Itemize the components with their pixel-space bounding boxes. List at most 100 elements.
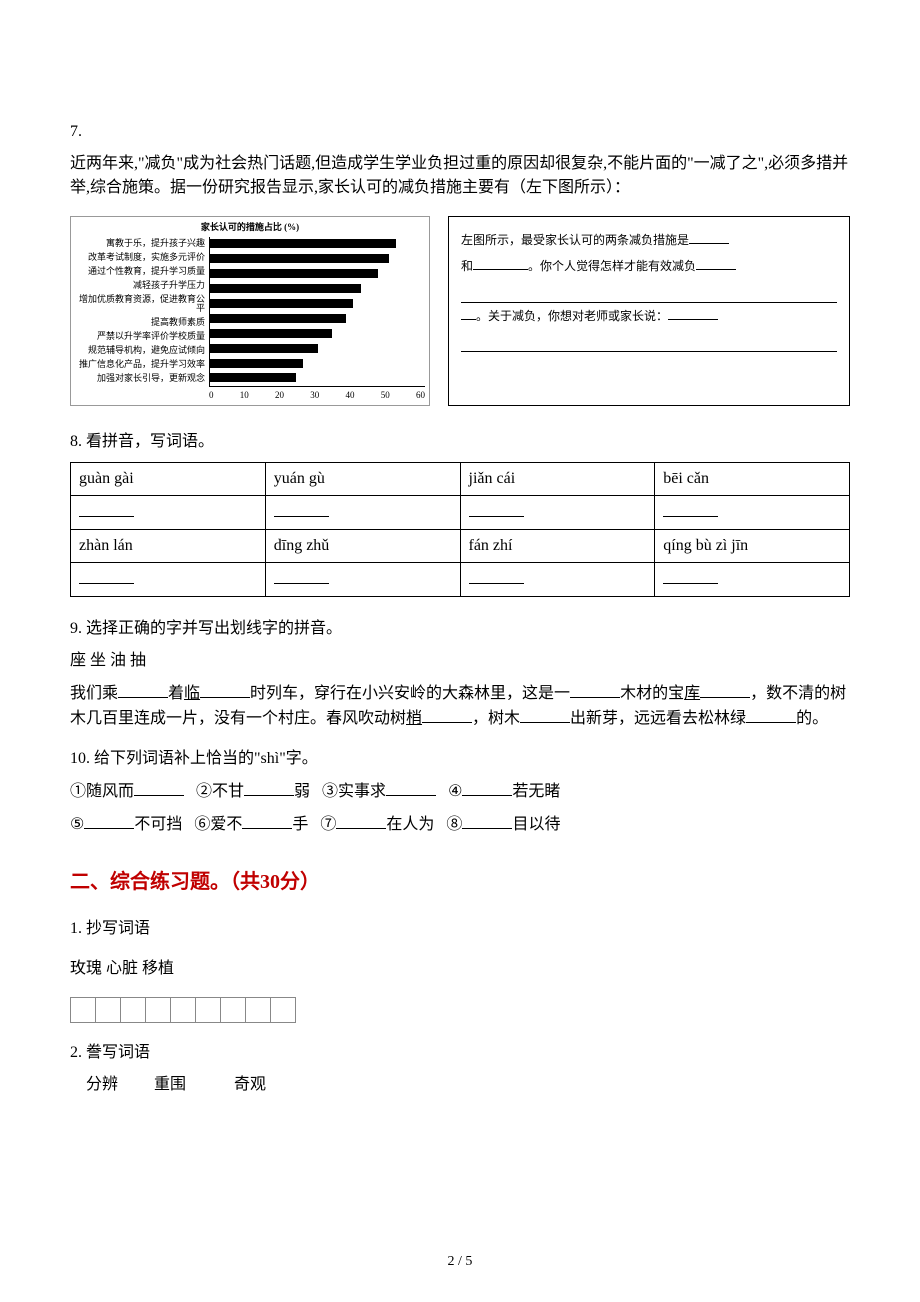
answer-cell[interactable] xyxy=(460,563,655,597)
s2q1-words: 玫瑰 心脏 移植 xyxy=(70,957,850,981)
pinyin-cell: fán zhí xyxy=(460,530,655,563)
blank[interactable] xyxy=(244,779,294,796)
chart-x-tick: 50 xyxy=(381,389,390,403)
table-row: guàn gài yuán gù jiǎn cái bēi cǎn xyxy=(71,463,850,496)
blank[interactable] xyxy=(118,681,168,698)
table-row xyxy=(71,563,850,597)
prompt-box: 左图所示，最受家长认可的两条减负措施是 和。你个人觉得怎样才能有效减负 。关于减… xyxy=(448,216,850,406)
answer-cell[interactable] xyxy=(655,496,850,530)
blank[interactable] xyxy=(84,812,134,829)
answer-cell[interactable] xyxy=(265,496,460,530)
chart-x-tick: 30 xyxy=(310,389,319,403)
chart-x-tick: 20 xyxy=(275,389,284,403)
chart-bar-row xyxy=(210,284,425,294)
page-number: 2 / 5 xyxy=(0,1251,920,1272)
blank[interactable] xyxy=(746,706,796,723)
blank[interactable] xyxy=(242,812,292,829)
blank-line[interactable] xyxy=(461,280,837,303)
grid-cell[interactable] xyxy=(170,997,196,1023)
section-2-title: 二、综合练习题。（共30分） xyxy=(70,867,850,897)
pinyin-cell: qíng bù zì jīn xyxy=(655,530,850,563)
q10-item: 手 xyxy=(292,816,308,833)
q9-t4: 木材的宝 xyxy=(620,685,684,702)
blank[interactable] xyxy=(386,779,436,796)
chart-x-axis: 0102030405060 xyxy=(209,387,425,403)
chart-category-label: 提高教师素质 xyxy=(75,318,205,328)
s2q1-heading: 1. 抄写词语 xyxy=(70,917,850,941)
answer-cell[interactable] xyxy=(265,563,460,597)
q9-choices: 座 坐 油 抽 xyxy=(70,649,850,673)
blank[interactable] xyxy=(462,779,512,796)
chart-bar xyxy=(210,373,296,382)
chart-bar xyxy=(210,284,361,293)
pinyin-cell: zhàn lán xyxy=(71,530,266,563)
q7-text: 近两年来,"减负"成为社会热门话题,但造成学生学业负担过重的原因却很复杂,不能片… xyxy=(70,152,850,200)
chart-bar-row xyxy=(210,269,425,279)
blank[interactable] xyxy=(200,681,250,698)
q9-t2: 着 xyxy=(168,685,184,702)
answer-cell[interactable] xyxy=(71,496,266,530)
chart-bar-row xyxy=(210,358,425,368)
chart-x-tick: 60 xyxy=(416,389,425,403)
chart-title: 家长认可的措施占比 (%) xyxy=(75,221,425,235)
blank[interactable] xyxy=(473,269,528,270)
blank-line[interactable] xyxy=(461,329,837,352)
q10-row1: ①随风而 ②不甘弱 ③实事求 ④若无睹 xyxy=(70,779,850,804)
q9-heading: 9. 选择正确的字并写出划线字的拼音。 xyxy=(70,617,850,641)
blank[interactable] xyxy=(134,779,184,796)
prompt-text-1a: 左图所示，最受家长认可的两条减负措施是 xyxy=(461,233,689,247)
blank[interactable] xyxy=(520,706,570,723)
q10-row2: ⑤不可挡 ⑥爱不手 ⑦在人为 ⑧目以待 xyxy=(70,812,850,837)
chart-body: 寓教于乐，提升孩子兴趣改革考试制度，实施多元评价通过个性教育，提升学习质量减轻孩… xyxy=(75,237,425,387)
blank[interactable] xyxy=(700,681,750,698)
q10-item: 若无睹 xyxy=(512,783,560,800)
blank[interactable] xyxy=(689,243,729,244)
answer-cell[interactable] xyxy=(460,496,655,530)
chart-bar-row xyxy=(210,299,425,309)
q9-t7: 出新芽，远远看去松林绿 xyxy=(570,710,746,727)
q9-underlined: 临 xyxy=(184,685,200,702)
bar-chart: 家长认可的措施占比 (%) 寓教于乐，提升孩子兴趣改革考试制度，实施多元评价通过… xyxy=(70,216,430,406)
q9-body: 我们乘着临时列车，穿行在小兴安岭的大森林里，这是一木材的宝库，数不清的树木几百里… xyxy=(70,681,850,731)
chart-bar xyxy=(210,299,353,308)
prompt-text-2: 。关于减负，你想对老师或家长说： xyxy=(476,309,668,323)
chart-y-labels: 寓教于乐，提升孩子兴趣改革考试制度，实施多元评价通过个性教育，提升学习质量减轻孩… xyxy=(75,237,209,387)
pinyin-table: guàn gài yuán gù jiǎn cái bēi cǎn zhàn l… xyxy=(70,462,850,597)
q9-underlined: 库 xyxy=(684,685,700,702)
q9-t3: 时列车，穿行在小兴安岭的大森林里，这是一 xyxy=(250,685,570,702)
blank[interactable] xyxy=(696,269,736,270)
chart-x-tick: 10 xyxy=(240,389,249,403)
chart-x-tick: 0 xyxy=(209,389,214,403)
grid-cell[interactable] xyxy=(270,997,296,1023)
blank[interactable] xyxy=(336,812,386,829)
table-row: zhàn lán dīng zhǔ fán zhí qíng bù zì jīn xyxy=(71,530,850,563)
answer-cell[interactable] xyxy=(655,563,850,597)
grid-cell[interactable] xyxy=(70,997,96,1023)
grid-cell[interactable] xyxy=(95,997,121,1023)
blank[interactable] xyxy=(570,681,620,698)
blank[interactable] xyxy=(422,706,472,723)
chart-bar xyxy=(210,269,378,278)
blank[interactable] xyxy=(462,812,512,829)
prompt-line1: 左图所示，最受家长认可的两条减负措施是 xyxy=(461,227,837,253)
q10-heading: 10. 给下列词语补上恰当的"shì"字。 xyxy=(70,747,850,771)
answer-cell[interactable] xyxy=(71,563,266,597)
chart-bar-row xyxy=(210,328,425,338)
grid-cell[interactable] xyxy=(220,997,246,1023)
q9-t1: 我们乘 xyxy=(70,685,118,702)
q7-number: 7. xyxy=(70,120,850,144)
prompt-line2: 和。你个人觉得怎样才能有效减负 xyxy=(461,253,837,279)
blank[interactable] xyxy=(668,319,718,320)
q9-t8: 的。 xyxy=(796,710,828,727)
chart-bars xyxy=(209,237,425,387)
grid-cell[interactable] xyxy=(120,997,146,1023)
chart-category-label: 改革考试制度，实施多元评价 xyxy=(75,253,205,263)
grid-cell[interactable] xyxy=(245,997,271,1023)
writing-grid[interactable] xyxy=(70,997,850,1023)
q8-heading: 8. 看拼音，写词语。 xyxy=(70,430,850,454)
grid-cell[interactable] xyxy=(145,997,171,1023)
q10-item: ⑥爱不 xyxy=(194,816,242,833)
grid-cell[interactable] xyxy=(195,997,221,1023)
q9-underlined: 梢 xyxy=(406,710,422,727)
blank[interactable] xyxy=(461,319,476,320)
